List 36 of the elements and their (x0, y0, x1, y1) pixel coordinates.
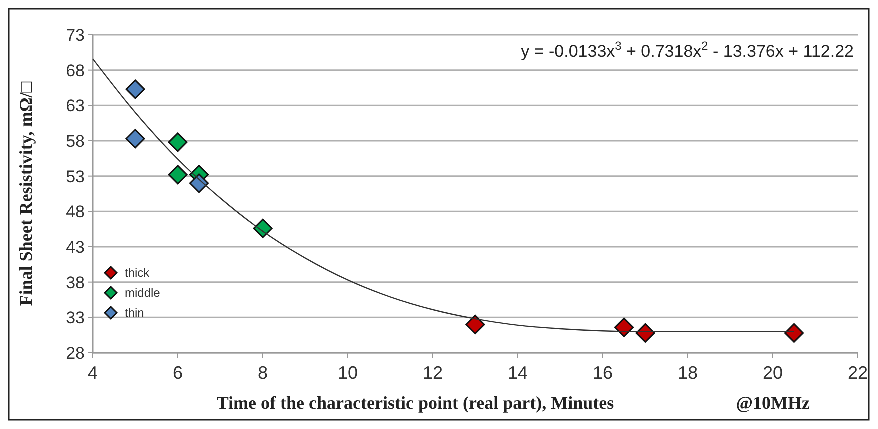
point (190, 174, 209, 194)
x-tick-label: 10 (338, 363, 358, 383)
point (253, 218, 273, 238)
point (126, 80, 146, 100)
y-tick-label: 43 (66, 238, 85, 257)
x-tick-label: 8 (258, 363, 268, 383)
y-tick-label: 53 (66, 167, 85, 186)
point (614, 318, 634, 338)
x-axis-title: Time of the characteristic point (real part), Minutes (216, 393, 614, 413)
x-tick-label: 20 (762, 363, 784, 383)
annotation: y = -0.0133x$^{3}$ + 0.7318x$^{2}$ - 13.376x + 112.22 (521, 39, 854, 61)
y-tick-label: 68 (66, 61, 85, 80)
point (784, 323, 804, 343)
point (168, 165, 188, 185)
text: @10MHz (736, 393, 810, 413)
x-tick-label: 4 (88, 363, 98, 383)
x-tick-label: 18 (678, 363, 698, 383)
point (466, 314, 486, 334)
x-tick-label: 16 (592, 363, 614, 383)
y-tick-label: 73 (66, 26, 85, 45)
y-tick-label: 38 (66, 273, 85, 292)
y-axis-title: Final Sheet Resistivity, mΩ/□ (16, 82, 36, 306)
y-tick-label: 63 (66, 96, 85, 116)
y-tick-label: 48 (66, 202, 85, 222)
x-tick-label: 14 (508, 363, 528, 383)
legend-label: thick (125, 266, 151, 280)
legend-label: thin (125, 306, 144, 320)
y-tick-label: 58 (66, 132, 85, 151)
point (126, 129, 146, 149)
y-tick-label: 33 (66, 308, 85, 328)
y-tick-label: 28 (66, 344, 85, 363)
x-tick-label: 22 (848, 363, 868, 383)
legend-label: middle (125, 286, 161, 300)
point (168, 132, 188, 152)
x-tick-label: 12 (422, 363, 444, 383)
x-tick-label: 6 (172, 363, 184, 383)
